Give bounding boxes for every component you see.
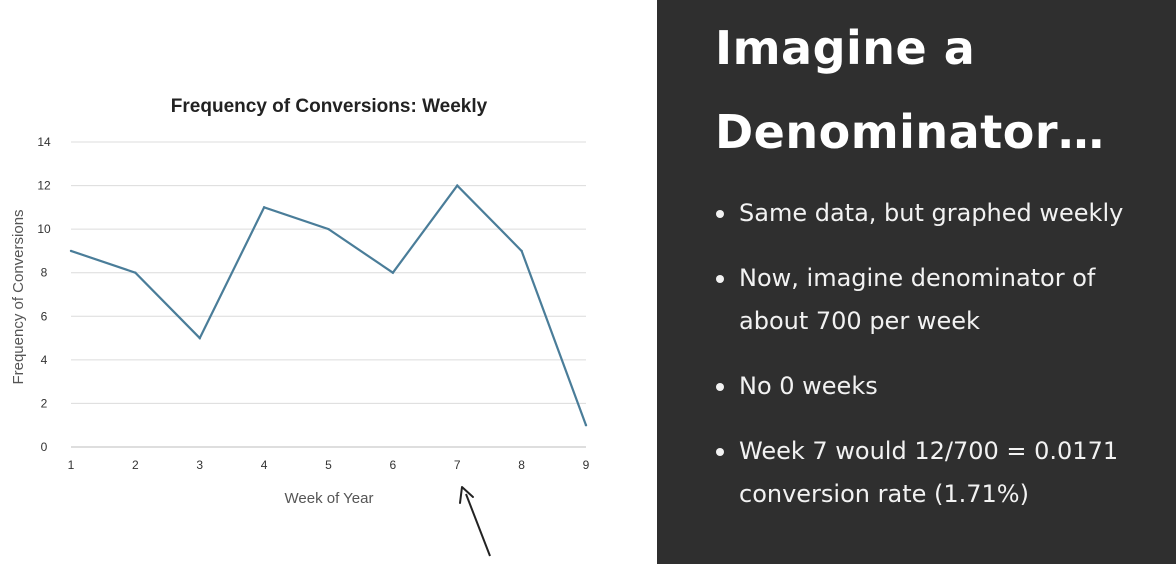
x-tick-label: 3 bbox=[196, 458, 203, 472]
data-point bbox=[327, 227, 330, 231]
y-tick-label: 4 bbox=[41, 353, 48, 367]
grid-lines bbox=[71, 141, 586, 448]
y-tick-label: 6 bbox=[41, 309, 48, 323]
chart-panel: Frequency of Conversions: Weekly 0 2 4 6 8 10… bbox=[10, 96, 590, 557]
y-tick-label: 0 bbox=[41, 440, 48, 454]
x-tick-label: 9 bbox=[583, 458, 590, 472]
arrow-head bbox=[459, 486, 474, 504]
data-point bbox=[584, 424, 588, 427]
x-tick-label: 1 bbox=[68, 458, 75, 472]
x-axis-ticks: 1 2 3 4 5 6 7 8 9 bbox=[68, 458, 590, 472]
x-tick-label: 4 bbox=[261, 458, 268, 472]
bullet-item: Week 7 would 12/700 = 0.0171 conversion … bbox=[715, 430, 1170, 516]
line-chart: Frequency of Conversions: Weekly 0246810… bbox=[10, 96, 590, 557]
chart-title: Frequency of Conversions: Weekly bbox=[171, 96, 488, 117]
data-point bbox=[520, 249, 523, 253]
y-axis-ticks: 0 2 4 6 8 10 12 14 bbox=[37, 135, 51, 454]
x-tick-label: 2 bbox=[132, 458, 139, 472]
y-axis-label: Frequency of Conversions bbox=[10, 209, 27, 384]
x-axis-label: Week of Year bbox=[285, 490, 374, 507]
data-point bbox=[456, 184, 459, 187]
arrow-shaft bbox=[465, 493, 491, 557]
bullet-item: No 0 weeks bbox=[715, 365, 1170, 408]
annotation-arrow bbox=[459, 486, 491, 557]
x-tick-label: 6 bbox=[390, 458, 397, 472]
y-tick-label: 2 bbox=[41, 396, 48, 410]
data-point bbox=[69, 249, 73, 253]
x-tick-label: 5 bbox=[325, 458, 332, 472]
series-line bbox=[70, 183, 588, 426]
data-point bbox=[391, 271, 395, 274]
bullet-item: Now, imagine denominator of about 700 pe… bbox=[715, 257, 1170, 343]
data-point bbox=[262, 206, 266, 209]
y-tick-label: 12 bbox=[37, 179, 51, 193]
slide-title-line-1: Imagine a bbox=[715, 21, 976, 75]
data-point bbox=[134, 271, 137, 274]
y-tick-label: 14 bbox=[37, 135, 51, 149]
slide-title: Imagine a Denominator… bbox=[715, 6, 1165, 174]
slide-title-line-2: Denominator… bbox=[715, 105, 1105, 159]
y-tick-label: 10 bbox=[37, 222, 51, 236]
y-tick-label: 8 bbox=[41, 266, 48, 280]
x-tick-label: 8 bbox=[518, 458, 525, 472]
series-conversions bbox=[69, 183, 588, 427]
data-point bbox=[198, 336, 201, 340]
text-panel: Imagine a Denominator… Same data, but gr… bbox=[657, 0, 1176, 564]
bullet-list: Same data, but graphed weekly Now, imagi… bbox=[715, 192, 1170, 538]
bullet-item: Same data, but graphed weekly bbox=[715, 192, 1170, 235]
x-tick-label: 7 bbox=[454, 458, 461, 472]
